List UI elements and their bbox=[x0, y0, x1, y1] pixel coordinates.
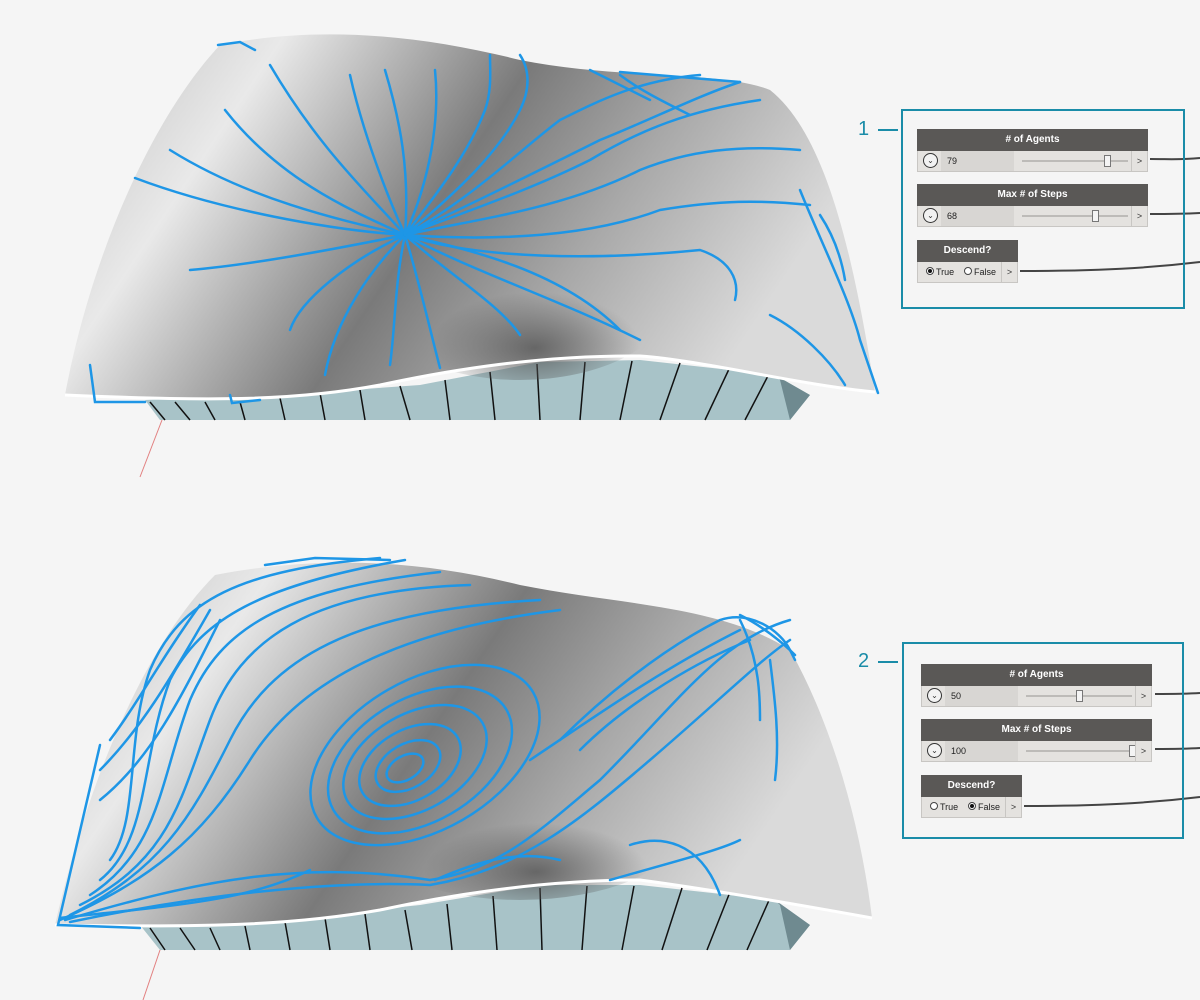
callout-dash-1 bbox=[878, 129, 898, 131]
output-port[interactable]: > bbox=[1135, 741, 1151, 761]
node-body: True False > bbox=[917, 262, 1018, 283]
node-title: Max # of Steps bbox=[917, 184, 1148, 206]
radio-false-label: False bbox=[978, 802, 1001, 812]
chevron-down-icon[interactable]: ⌄ bbox=[923, 208, 938, 223]
node-title: Max # of Steps bbox=[921, 719, 1152, 741]
agents-slider-node-2[interactable]: # of Agents ⌄ 50 > bbox=[921, 664, 1152, 707]
terrain-base-2 bbox=[140, 885, 810, 950]
output-port[interactable]: > bbox=[1131, 206, 1147, 226]
node-body: ⌄ 79 > bbox=[917, 151, 1148, 172]
node-title: Descend? bbox=[921, 775, 1022, 797]
steps-slider-node-1[interactable]: Max # of Steps ⌄ 68 > bbox=[917, 184, 1148, 227]
output-port[interactable]: > bbox=[1131, 151, 1147, 171]
slider-track[interactable] bbox=[1022, 160, 1128, 162]
chevron-down-icon[interactable]: ⌄ bbox=[927, 688, 942, 703]
node-title: # of Agents bbox=[921, 664, 1152, 686]
terrain-ribs-2 bbox=[149, 885, 771, 951]
node-title: Descend? bbox=[917, 240, 1018, 262]
steps-slider-node-2[interactable]: Max # of Steps ⌄ 100 > bbox=[921, 719, 1152, 762]
axis-line-1 bbox=[139, 419, 163, 478]
terrain-edge-2 bbox=[54, 878, 873, 928]
terrain-surface-2 bbox=[54, 562, 873, 951]
terrain-ribs-1 bbox=[149, 360, 771, 421]
terrain-base-1 bbox=[145, 360, 810, 420]
terrain-base-right-2 bbox=[775, 900, 810, 950]
radio-true-icon[interactable] bbox=[930, 802, 938, 810]
radio-false-icon[interactable] bbox=[968, 802, 976, 810]
steps-value-1[interactable]: 68 bbox=[941, 206, 1014, 226]
slider-thumb[interactable] bbox=[1104, 155, 1111, 167]
descend-toggle-node-1[interactable]: Descend? True False > bbox=[917, 240, 1018, 283]
node-body: ⌄ 100 > bbox=[921, 741, 1152, 762]
output-port[interactable]: > bbox=[1001, 262, 1017, 282]
radio-true-icon[interactable] bbox=[926, 267, 934, 275]
radio-false-icon[interactable] bbox=[964, 267, 972, 275]
steps-value-2[interactable]: 100 bbox=[945, 741, 1018, 761]
radio-true-label: True bbox=[936, 267, 955, 277]
chevron-down-icon[interactable]: ⌄ bbox=[923, 153, 938, 168]
radio-false-label: False bbox=[974, 267, 997, 277]
agents-value-1[interactable]: 79 bbox=[941, 151, 1014, 171]
radio-true-label: True bbox=[940, 802, 959, 812]
callout-number-2: 2 bbox=[858, 650, 870, 672]
streamlines-2 bbox=[56, 556, 797, 930]
node-body: ⌄ 50 > bbox=[921, 686, 1152, 707]
output-port[interactable]: > bbox=[1005, 797, 1021, 817]
wires bbox=[1019, 157, 1200, 807]
node-body: True False > bbox=[921, 797, 1022, 818]
descend-toggle-node-2[interactable]: Descend? True False > bbox=[921, 775, 1022, 818]
streamlines-1 bbox=[88, 40, 880, 405]
callout-number-1: 1 bbox=[858, 118, 870, 140]
terrain-base-right-1 bbox=[775, 375, 810, 420]
terrain-shadow-2 bbox=[360, 760, 680, 900]
terrain-edge-1 bbox=[64, 354, 876, 401]
terrain-surface-1 bbox=[64, 34, 876, 421]
slider-thumb[interactable] bbox=[1092, 210, 1099, 222]
output-port[interactable]: > bbox=[1135, 686, 1151, 706]
agents-slider-node-1[interactable]: # of Agents ⌄ 79 > bbox=[917, 129, 1148, 172]
slider-track[interactable] bbox=[1022, 215, 1128, 217]
terrain-shadow-1 bbox=[370, 220, 670, 380]
agents-value-2[interactable]: 50 bbox=[945, 686, 1018, 706]
callout-dash-2 bbox=[878, 661, 898, 663]
axis-line-2 bbox=[142, 949, 161, 1000]
chevron-down-icon[interactable]: ⌄ bbox=[927, 743, 942, 758]
callout-panel-2 bbox=[902, 642, 1184, 839]
node-body: ⌄ 68 > bbox=[917, 206, 1148, 227]
callout-panel-1 bbox=[901, 109, 1185, 309]
slider-thumb[interactable] bbox=[1076, 690, 1083, 702]
node-title: # of Agents bbox=[917, 129, 1148, 151]
terrain-top-1 bbox=[65, 34, 875, 399]
slider-track[interactable] bbox=[1026, 750, 1132, 752]
